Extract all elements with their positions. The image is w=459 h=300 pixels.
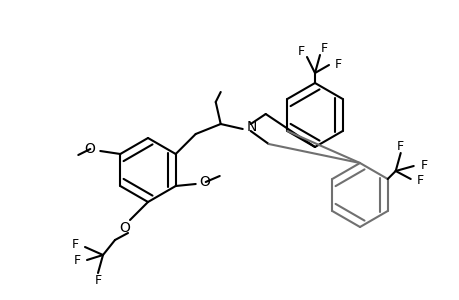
Text: F: F	[396, 140, 403, 152]
Text: F: F	[420, 158, 427, 172]
Text: F: F	[72, 238, 79, 251]
Text: F: F	[334, 58, 341, 70]
Text: F: F	[416, 175, 423, 188]
Text: F: F	[320, 41, 327, 55]
Text: F: F	[297, 44, 304, 58]
Text: F: F	[94, 274, 101, 286]
Text: O: O	[84, 142, 95, 156]
Text: F: F	[74, 254, 81, 268]
Text: O: O	[119, 221, 130, 235]
Text: N: N	[246, 120, 257, 134]
Text: O: O	[199, 175, 210, 189]
